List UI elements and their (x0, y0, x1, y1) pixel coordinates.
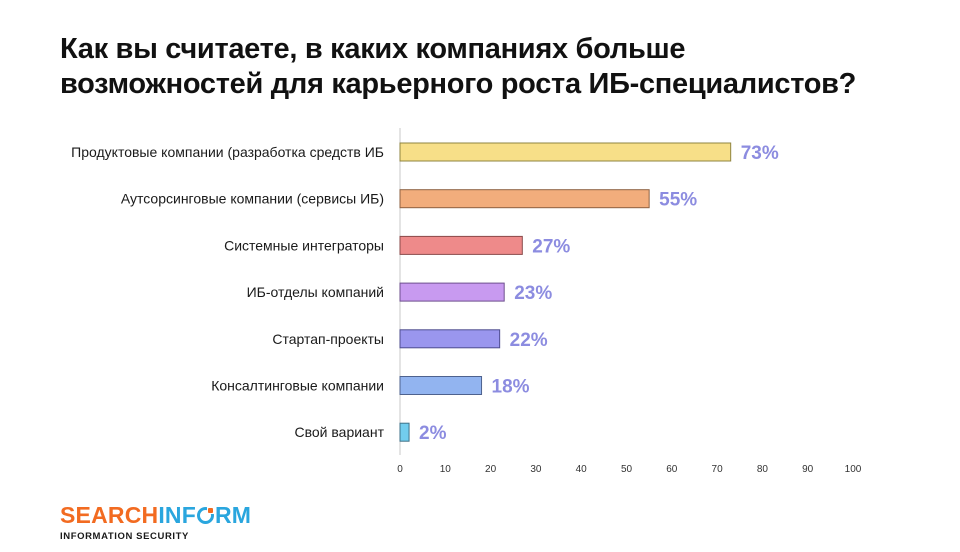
logo-subtitle: INFORMATION SECURITY (60, 531, 189, 542)
category-label-2: Системные интеграторы (224, 237, 384, 253)
logo-word-rm: RM (214, 502, 252, 528)
x-tick-label-1: 10 (440, 464, 452, 475)
chart-title-line-2: возможностей для карьерного роста ИБ-спе… (60, 68, 857, 100)
value-label-2: 27% (532, 236, 570, 257)
x-tick-label-6: 60 (666, 464, 678, 475)
x-tick-label-7: 70 (712, 464, 724, 475)
logo-word-search: SEARCH (60, 502, 159, 528)
chart-title: Как вы считаете, в каких компаниях больш… (60, 32, 920, 102)
value-label-3: 23% (514, 283, 552, 304)
x-tick-label-2: 20 (485, 464, 497, 475)
value-label-6: 2% (419, 423, 447, 444)
x-tick-label-5: 50 (621, 464, 633, 475)
value-label-5: 18% (492, 377, 530, 398)
value-label-4: 22% (510, 330, 548, 351)
logo-wordmark: SEARCHINF RM (60, 503, 251, 527)
bar-4 (399, 329, 501, 349)
x-tick-label-9: 90 (802, 464, 814, 475)
category-label-4: Стартап-проекты (272, 331, 384, 347)
bar-6 (399, 422, 410, 442)
x-tick-label-4: 40 (576, 464, 588, 475)
bar-1 (399, 189, 650, 209)
category-label-5: Консалтинговые компании (211, 378, 384, 394)
value-label-1: 55% (659, 190, 697, 211)
value-label-0: 73% (741, 143, 779, 164)
category-label-6: Свой вариант (295, 424, 385, 440)
category-label-1: Аутсорсинговые компании (сервисы ИБ) (121, 191, 384, 207)
x-tick-label-0: 0 (397, 464, 403, 475)
category-label-0: Продуктовые компании (разработка средств… (71, 144, 384, 160)
searchinform-logo: SEARCHINF RM INFORMATION SECURITY (60, 503, 251, 542)
chart-title-line-1: Как вы считаете, в каких компаниях больш… (60, 33, 686, 65)
bar-2 (399, 235, 523, 255)
logo-o-icon (196, 507, 214, 524)
bar-3 (399, 282, 505, 302)
bar-5 (399, 376, 483, 395)
bar-0 (399, 142, 732, 162)
x-tick-label-10: 100 (845, 464, 862, 475)
x-tick-label-8: 80 (757, 464, 769, 475)
category-label-3: ИБ-отделы компаний (247, 284, 384, 300)
x-tick-label-3: 30 (530, 464, 542, 475)
logo-word-inf: INF (158, 502, 196, 528)
